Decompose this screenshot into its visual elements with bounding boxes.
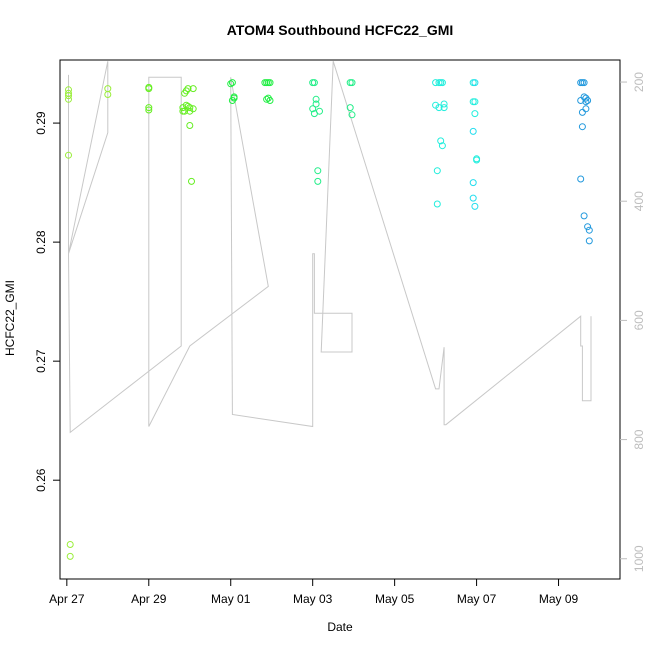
data-point bbox=[582, 98, 590, 106]
data-point bbox=[189, 85, 197, 93]
data-point bbox=[471, 98, 479, 106]
data-point bbox=[316, 107, 323, 115]
data-point bbox=[230, 93, 238, 101]
data-point bbox=[585, 237, 593, 245]
x-tick-label: May 09 bbox=[539, 592, 579, 606]
data-point bbox=[65, 151, 72, 159]
data-point bbox=[584, 223, 592, 231]
y-right-tick-label: 200 bbox=[632, 72, 646, 92]
reference-line bbox=[67, 61, 592, 434]
data-point bbox=[433, 167, 441, 175]
data-point bbox=[580, 93, 588, 101]
data-point bbox=[471, 202, 479, 210]
data-point bbox=[469, 179, 477, 187]
data-point bbox=[188, 177, 195, 185]
data-point bbox=[473, 155, 481, 163]
data-point bbox=[65, 92, 72, 100]
data-point bbox=[469, 127, 477, 135]
plot-frame bbox=[59, 59, 621, 580]
data-point bbox=[314, 167, 322, 175]
data-point bbox=[578, 123, 586, 131]
data-point bbox=[312, 95, 320, 103]
data-point bbox=[438, 142, 446, 150]
y-tick-label: 0.27 bbox=[34, 349, 48, 373]
x-axis-label: Date bbox=[327, 620, 353, 634]
y-tick-label: 0.26 bbox=[34, 468, 48, 492]
y-axis-left: 0.26 0.27 0.28 0.29 bbox=[34, 111, 60, 492]
data-point bbox=[578, 108, 586, 116]
data-point bbox=[189, 105, 197, 113]
data-point bbox=[582, 105, 590, 113]
data-point bbox=[145, 106, 153, 114]
data-point bbox=[584, 97, 592, 104]
data-point bbox=[227, 80, 235, 88]
y-axis-label: HCFC22_GMI bbox=[3, 280, 17, 356]
data-point bbox=[585, 226, 593, 234]
data-point bbox=[309, 105, 317, 113]
data-point bbox=[228, 79, 236, 87]
data-point bbox=[66, 541, 74, 548]
x-axis: Apr 27 Apr 29 May 01 May 03 May 05 May 07 May … bbox=[49, 578, 579, 606]
data-point bbox=[266, 79, 274, 87]
data-point bbox=[580, 212, 588, 220]
data-point bbox=[580, 79, 588, 87]
data-point bbox=[145, 85, 153, 93]
data-point bbox=[145, 104, 153, 112]
data-point bbox=[471, 110, 479, 118]
data-point bbox=[65, 95, 72, 103]
data-point bbox=[310, 79, 318, 87]
data-point bbox=[182, 101, 190, 109]
data-point bbox=[433, 200, 441, 208]
x-tick-label: May 03 bbox=[293, 592, 333, 606]
x-tick-label: Apr 27 bbox=[49, 592, 85, 606]
y-right-tick-label: 800 bbox=[632, 429, 646, 449]
data-point bbox=[471, 79, 479, 87]
data-point bbox=[440, 100, 448, 108]
data-point bbox=[314, 177, 322, 185]
x-tick-label: Apr 29 bbox=[131, 592, 167, 606]
data-point bbox=[432, 79, 440, 87]
data-point bbox=[186, 104, 194, 112]
points-layer bbox=[65, 79, 593, 560]
data-point bbox=[184, 85, 192, 93]
y-right-tick-label: 1000 bbox=[632, 545, 646, 572]
data-point bbox=[266, 97, 274, 104]
data-point bbox=[66, 552, 74, 560]
y-tick-label: 0.29 bbox=[34, 111, 48, 135]
data-point bbox=[186, 122, 194, 129]
data-point bbox=[440, 104, 448, 112]
data-point bbox=[577, 175, 585, 183]
data-point bbox=[438, 79, 446, 87]
x-tick-label: May 05 bbox=[375, 592, 415, 606]
y-tick-label: 0.28 bbox=[34, 230, 48, 254]
x-tick-label: May 07 bbox=[457, 592, 497, 606]
y-right-tick-label: 400 bbox=[632, 191, 646, 211]
y-axis-right: 200 400 600 800 1000 bbox=[620, 72, 646, 572]
data-point bbox=[348, 79, 356, 87]
x-tick-label: May 01 bbox=[211, 592, 251, 606]
data-point bbox=[469, 194, 477, 202]
data-point bbox=[348, 111, 356, 119]
data-point bbox=[312, 100, 320, 108]
data-point bbox=[435, 104, 443, 112]
chart-title: ATOM4 Southbound HCFC22_GMI bbox=[227, 22, 454, 38]
data-point bbox=[104, 91, 112, 98]
y-right-tick-label: 600 bbox=[632, 310, 646, 330]
data-point bbox=[346, 104, 354, 112]
data-point bbox=[437, 137, 445, 145]
reference-line-layer bbox=[67, 61, 592, 434]
data-point bbox=[263, 95, 271, 103]
